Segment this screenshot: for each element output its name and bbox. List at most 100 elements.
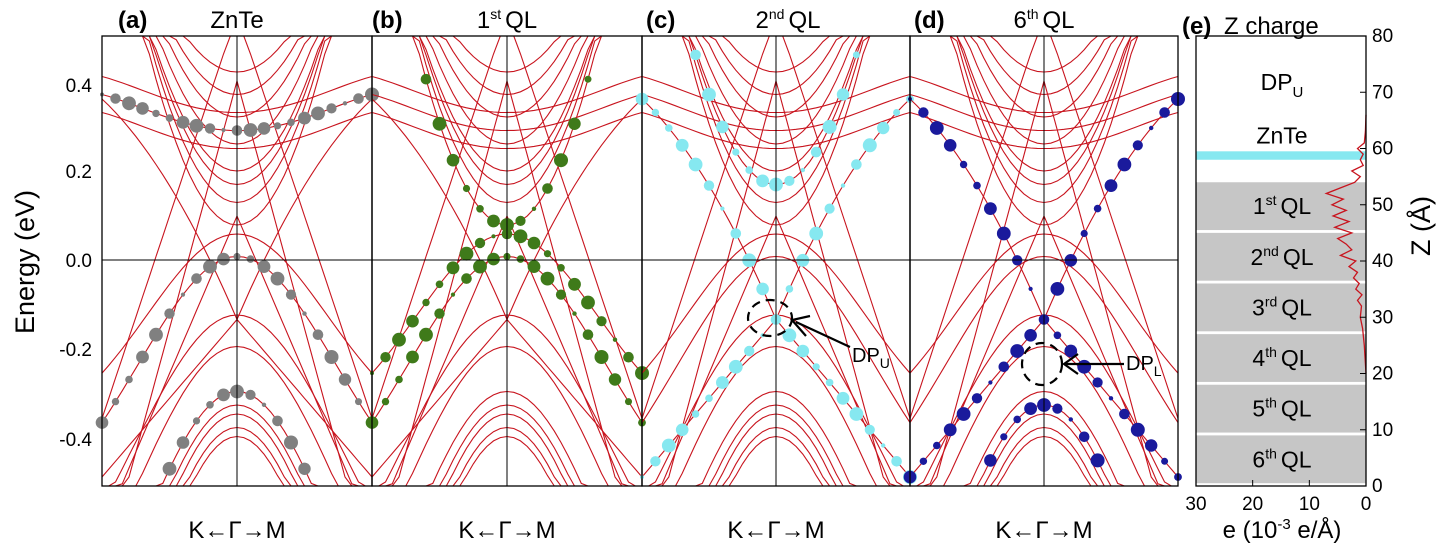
weight-dot <box>285 289 297 300</box>
weight-dot <box>690 49 701 61</box>
weight-dot <box>1145 439 1158 452</box>
weight-dot <box>596 316 607 327</box>
weight-dot <box>730 228 742 239</box>
weight-dot <box>893 109 901 116</box>
panel-d-title: 6th QL <box>1013 6 1074 34</box>
weight-dot <box>542 183 553 194</box>
panel-e-xlabel-rest: e/Å) <box>1291 516 1342 544</box>
weight-dot <box>176 115 190 129</box>
energy-tick-label: 0.2 <box>66 162 92 183</box>
z-tick-label: 0 <box>1372 476 1383 497</box>
weight-dot <box>728 359 743 374</box>
weight-dot <box>1117 157 1132 172</box>
weight-dot <box>784 175 795 186</box>
weight-dot <box>189 118 204 133</box>
weight-dot <box>1104 179 1118 193</box>
weight-dot <box>929 121 944 135</box>
layer-band <box>1196 334 1366 382</box>
weight-dot <box>720 206 725 211</box>
weight-dot <box>406 350 419 364</box>
weight-dot <box>338 373 352 386</box>
weight-dot <box>540 271 555 286</box>
weight-dot <box>527 260 541 273</box>
weight-dot <box>840 183 846 188</box>
layer-band <box>1196 232 1366 281</box>
weight-dot <box>800 167 805 173</box>
weight-dot <box>984 454 997 467</box>
layer-label-name: QL <box>1281 345 1312 371</box>
weight-dot <box>1068 417 1074 422</box>
weight-dot <box>1024 329 1037 342</box>
panel-b: (b) 1st QL K←Γ→M <box>365 6 649 544</box>
e-tick-label: 30 <box>1185 494 1206 515</box>
panel-c-title-sup: nd <box>769 6 785 22</box>
weight-dot <box>461 273 472 284</box>
weight-dot <box>476 205 484 213</box>
panel-e-label: (e) <box>1182 13 1211 40</box>
panel-e-top-label-sub: U <box>1293 84 1304 101</box>
weight-dot <box>1161 457 1169 465</box>
panel-e-top-label-text: DP <box>1261 69 1293 95</box>
layer-band <box>1196 283 1366 332</box>
weight-dot <box>594 350 609 364</box>
weight-dot <box>849 407 864 421</box>
weight-dot <box>810 146 822 158</box>
weight-dot <box>434 308 445 319</box>
panel-c-title: 2nd QL <box>756 6 821 34</box>
weight-dot <box>122 96 136 111</box>
weight-dot <box>217 252 230 266</box>
weight-dot <box>918 107 929 118</box>
weight-dot <box>688 157 703 172</box>
panel-d-dirac-circle <box>1020 341 1064 387</box>
weight-dot <box>1130 422 1145 437</box>
weight-dot <box>206 401 214 409</box>
weight-dot <box>1149 125 1154 131</box>
weight-dot <box>125 375 133 384</box>
weight-dot <box>257 122 271 135</box>
z-tick-label: 30 <box>1372 307 1393 328</box>
layer-label-sup: th <box>1265 445 1277 461</box>
weight-dot <box>243 123 258 137</box>
z-tick-label: 70 <box>1372 82 1393 103</box>
layer-label-sup: rd <box>1265 293 1277 309</box>
weight-dot <box>164 308 175 319</box>
weight-dot <box>988 380 993 385</box>
weight-dot <box>180 292 186 297</box>
weight-dot <box>608 373 622 386</box>
weight-dot <box>851 159 862 170</box>
weight-dot <box>1077 359 1092 374</box>
weight-dot <box>812 363 820 371</box>
panel-c-dirac-circle <box>746 298 794 338</box>
weight-dot <box>651 108 660 117</box>
weight-dot <box>162 461 177 476</box>
weight-dot <box>473 259 487 274</box>
z-tick-label: 50 <box>1372 195 1393 216</box>
layer-label-sup: th <box>1265 344 1277 360</box>
weight-dot <box>221 127 226 133</box>
weight-dot <box>136 350 149 364</box>
layer-label: 1st QL <box>1253 192 1312 219</box>
weight-dot <box>353 93 364 104</box>
layer-label-num: 4 <box>1252 345 1265 371</box>
panel-d-title-sup: th <box>1027 6 1039 22</box>
weight-dot <box>287 118 295 127</box>
weight-dot <box>809 226 824 241</box>
weight-dot <box>756 282 769 296</box>
layer-label-num: 5 <box>1252 396 1265 422</box>
weight-dot <box>302 311 307 316</box>
weight-dot <box>1159 107 1170 118</box>
weight-dot <box>217 388 230 402</box>
weight-dot <box>419 327 433 342</box>
weight-dot <box>1092 377 1103 388</box>
panel-c-arrow-line <box>795 321 851 348</box>
weight-dot <box>1064 344 1078 358</box>
panel-b-title-sup: st <box>490 6 501 22</box>
layer-label-name: QL <box>1281 294 1312 320</box>
weight-dot <box>623 351 634 363</box>
panel-e-ticks: 0 10 20 30 40 50 60 70 80 30 20 10 0 <box>1185 26 1393 515</box>
panel-e-title: Z charge <box>1224 13 1319 40</box>
weight-dot <box>342 101 348 106</box>
z-tick-label: 60 <box>1372 139 1393 160</box>
